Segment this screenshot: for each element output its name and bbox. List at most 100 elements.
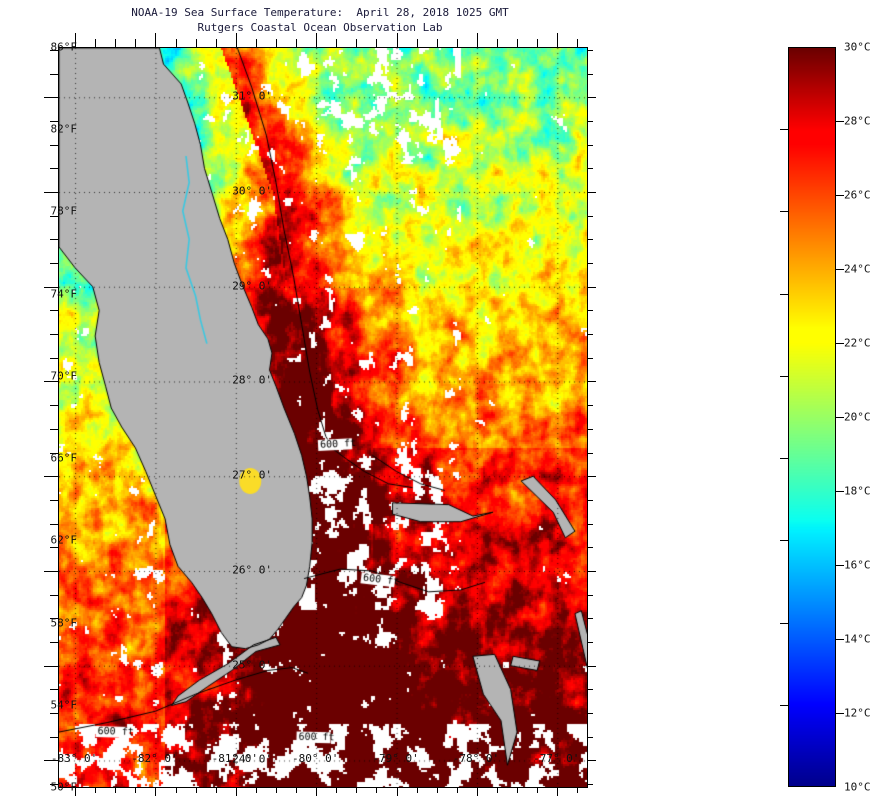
axis-tick — [215, 39, 217, 48]
axis-tick — [195, 787, 197, 793]
axis-tick — [517, 39, 519, 48]
axis-tick — [587, 736, 593, 738]
axis-tick — [175, 787, 177, 793]
colorbar-label-fahrenheit: 62°F — [50, 533, 78, 547]
colorbar-tick — [780, 458, 788, 460]
axis-tick — [50, 144, 59, 146]
axis-tick — [50, 499, 59, 501]
axis-tick — [215, 787, 217, 793]
colorbar-label-celsius: 24°C — [844, 262, 871, 276]
longitude-label: -82° 0' — [131, 752, 178, 765]
colorbar-tick — [780, 704, 788, 706]
axis-tick — [587, 49, 593, 51]
latitude-label: 30° 0' — [232, 184, 272, 198]
axis-tick — [50, 452, 59, 454]
axis-tick — [336, 39, 338, 48]
axis-tick — [155, 787, 157, 796]
colorbar-gradient — [788, 47, 836, 787]
axis-tick — [587, 192, 596, 193]
axis-tick — [587, 665, 596, 667]
axis-tick — [587, 499, 593, 501]
axis-tick — [587, 523, 593, 525]
sst-map — [44, 33, 596, 796]
axis-tick — [275, 787, 277, 793]
axis-tick — [135, 39, 137, 48]
axis-tick — [537, 787, 539, 793]
axis-tick — [115, 39, 117, 48]
axis-tick — [587, 570, 596, 572]
axis-tick — [50, 239, 59, 241]
axis-tick — [436, 787, 438, 793]
colorbar-label-celsius: 20°C — [844, 410, 871, 424]
axis-tick — [75, 787, 77, 796]
colorbar-tick — [780, 211, 788, 213]
axis-tick — [316, 33, 318, 48]
colorbar-tick — [780, 293, 788, 295]
axis-tick — [587, 73, 593, 75]
axis-tick — [557, 33, 559, 48]
axis-tick — [557, 787, 559, 796]
axis-tick — [50, 784, 59, 786]
colorbar-label-celsius: 26°C — [844, 188, 871, 202]
axis-tick — [376, 787, 378, 793]
colorbar-tick — [836, 269, 844, 270]
axis-tick — [587, 594, 593, 596]
axis-tick — [50, 405, 59, 407]
axis-tick — [587, 168, 593, 170]
colorbar-label-celsius: 12°C — [844, 706, 871, 720]
colorbar-tick — [836, 639, 844, 640]
colorbar-tick — [836, 121, 844, 122]
colorbar-label-celsius: 30°C — [844, 40, 871, 54]
colorbar-label-fahrenheit: 74°F — [50, 287, 78, 301]
axis-tick — [587, 689, 593, 691]
axis-tick — [50, 547, 59, 549]
axis-tick — [496, 787, 498, 793]
title-block: NOAA-19 Sea Surface Temperature: April 2… — [0, 5, 640, 35]
axis-tick — [587, 642, 593, 644]
axis-tick — [44, 192, 59, 193]
axis-tick — [336, 787, 338, 793]
longitude-label: -79° 0' — [372, 752, 419, 765]
axis-tick — [50, 713, 59, 715]
axis-tick — [396, 787, 398, 796]
axis-tick — [50, 357, 59, 359]
axis-tick — [587, 286, 596, 288]
colorbar-label-fahrenheit: 54°F — [50, 698, 78, 712]
colorbar-tick — [780, 540, 788, 542]
axis-tick — [135, 787, 137, 793]
axis-tick — [316, 787, 318, 796]
longitude-label: -80° 0' — [291, 752, 339, 765]
colorbar-label-fahrenheit: 86°F — [50, 40, 78, 54]
axis-tick — [456, 787, 458, 793]
page-subtitle: Rutgers Coastal Ocean Observation Lab — [197, 21, 443, 34]
colorbar-tick — [780, 375, 788, 377]
colorbar-tick — [836, 195, 844, 196]
temperature-colorbar — [780, 47, 844, 787]
latitude-label: 28° 0' — [232, 373, 272, 387]
axis-tick — [75, 33, 77, 48]
colorbar-tick — [836, 713, 844, 714]
axis-tick — [50, 594, 59, 596]
axis-tick — [587, 784, 593, 786]
axis-tick — [476, 33, 478, 48]
axis-tick — [587, 239, 593, 241]
colorbar-label-celsius: 16°C — [844, 558, 871, 572]
axis-tick — [436, 39, 438, 48]
page-title: NOAA-19 Sea Surface Temperature: April 2… — [131, 6, 509, 19]
axis-tick — [115, 787, 117, 793]
axis-tick — [587, 760, 596, 762]
axis-tick — [587, 381, 596, 383]
axis-tick — [95, 787, 97, 793]
colorbar-label-fahrenheit: 50°F — [50, 780, 78, 794]
axis-tick — [587, 713, 593, 715]
axis-tick — [50, 263, 59, 265]
colorbar-tick — [836, 417, 844, 418]
axis-tick — [175, 39, 177, 48]
axis-tick — [577, 787, 579, 793]
axis-tick — [50, 428, 59, 430]
axis-tick — [255, 787, 257, 793]
axis-tick — [396, 33, 398, 48]
axis-tick — [587, 120, 593, 122]
latitude-label: 29° 0' — [232, 279, 272, 293]
axis-tick — [587, 97, 596, 99]
